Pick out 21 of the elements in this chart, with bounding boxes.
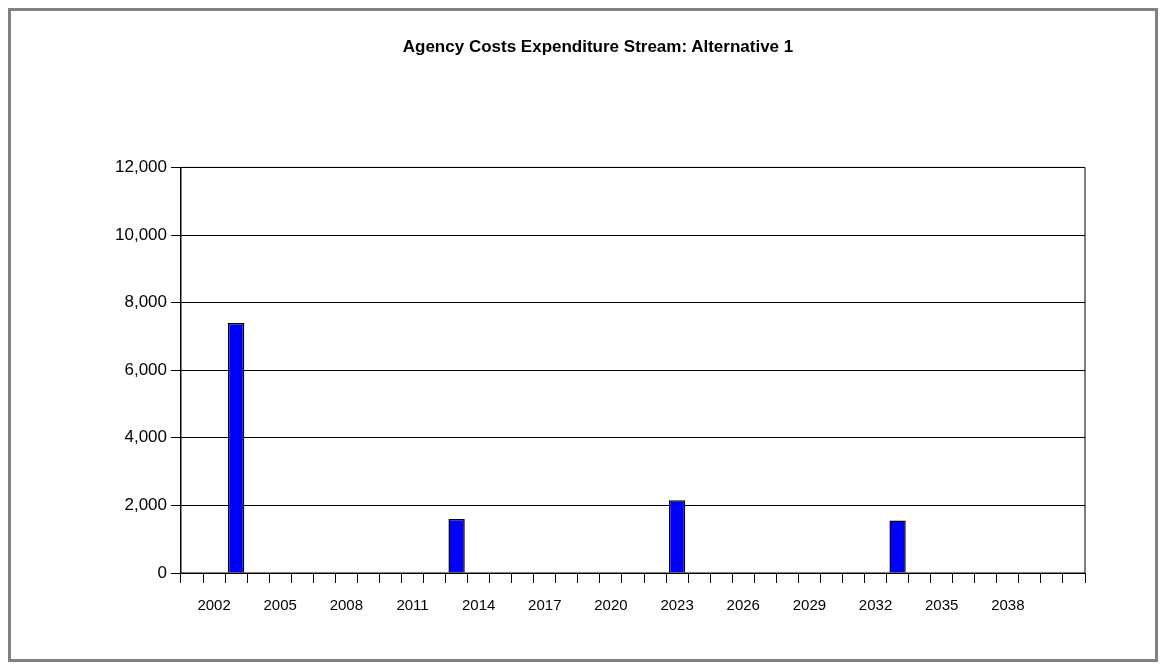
x-tick-label: 2029 — [792, 596, 827, 614]
y-tick-label: 4,000 — [124, 427, 167, 447]
x-tick-label: 2002 — [197, 596, 231, 614]
x-tick-label: 2038 — [991, 596, 1025, 614]
x-tick-label: 2011 — [396, 596, 429, 614]
x-tick-label: 2017 — [528, 596, 562, 614]
y-tick-label: 2,000 — [124, 495, 167, 515]
x-tick-label: 2020 — [594, 596, 628, 614]
x-tick-label: 2032 — [858, 596, 893, 614]
y-tick-label: 10,000 — [115, 224, 167, 244]
x-tick-label: 2035 — [924, 596, 959, 614]
x-tick-label: 2008 — [329, 596, 364, 614]
x-tick-label: 2005 — [263, 596, 297, 614]
y-tick-label: 12,000 — [115, 157, 167, 177]
y-tick-label: 8,000 — [124, 292, 167, 312]
y-tick-label: 6,000 — [124, 359, 167, 379]
x-tick-label: 2026 — [726, 596, 760, 614]
x-tick-label: 2014 — [461, 596, 496, 614]
chart-title: Agency Costs Expenditure Stream: Alternative 1 — [402, 36, 794, 56]
y-tick-label: 0 — [157, 562, 167, 582]
x-tick-label: 2023 — [660, 596, 694, 614]
